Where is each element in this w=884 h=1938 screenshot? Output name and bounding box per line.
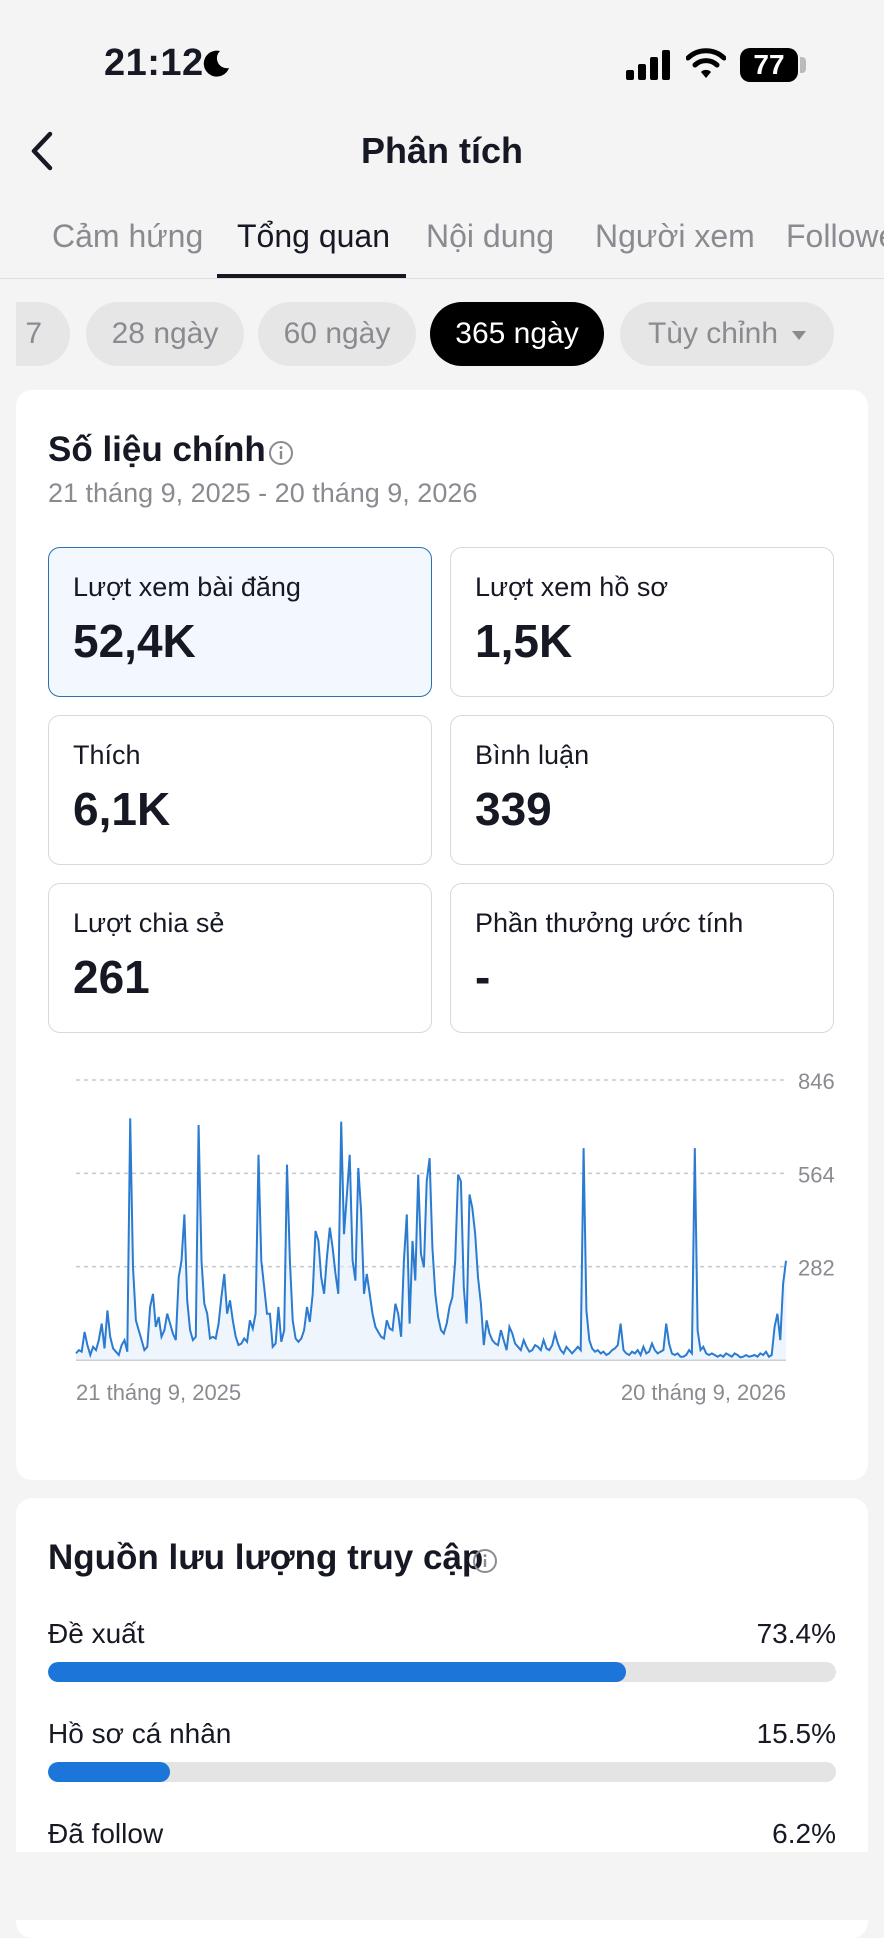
- metric-label: Lượt xem hồ sơ: [475, 572, 669, 602]
- metric-label: Lượt xem bài đăng: [73, 572, 301, 602]
- metric-label: Lượt chia sẻ: [73, 908, 225, 938]
- page-title: Phân tích: [360, 130, 524, 171]
- moon-icon: [203, 50, 229, 77]
- metric-label: Bình luận: [475, 740, 590, 770]
- progress-track: [48, 1762, 836, 1782]
- date-range: 21 tháng 9, 2025 - 20 tháng 9, 2026: [48, 478, 478, 508]
- traffic-sources-title: Nguồn lưu lượng truy cập: [48, 1538, 484, 1577]
- tab-followers[interactable]: Follower: [786, 218, 884, 254]
- chip-365-days[interactable]: 365 ngày: [430, 302, 604, 366]
- traffic-label: Đã follow: [48, 1818, 164, 1849]
- info-icon[interactable]: [472, 1548, 498, 1574]
- metric-value: 52,4K: [73, 615, 196, 667]
- chip-28-days[interactable]: 28 ngày: [86, 302, 244, 366]
- views-line-chart[interactable]: 282 564 846 21 tháng 9, 2025 20 tháng 9, 202…: [56, 1070, 856, 1430]
- y-tick-label: 564: [798, 1162, 835, 1187]
- metric-estimated-rewards[interactable]: Phần thưởng ước tính -: [450, 883, 834, 1033]
- metric-label: Thích: [73, 740, 141, 770]
- y-tick-label: 846: [798, 1070, 835, 1094]
- key-metrics-card: Số liệu chính 21 tháng 9, 2025 - 20 thán…: [16, 390, 868, 1480]
- battery-cap: [800, 57, 806, 73]
- tab-inspiration[interactable]: Cảm hứng: [52, 218, 204, 254]
- metric-value: 261: [73, 951, 150, 1003]
- metric-value: 1,5K: [475, 615, 573, 667]
- bottom-area: [0, 1852, 884, 1920]
- x-start-label: 21 tháng 9, 2025: [76, 1380, 241, 1405]
- traffic-percent: 73.4%: [756, 1618, 836, 1649]
- progress-fill: [48, 1762, 171, 1782]
- metric-value: 6,1K: [73, 783, 171, 835]
- y-tick-label: 282: [798, 1256, 835, 1281]
- x-end-label: 20 tháng 9, 2026: [621, 1380, 786, 1405]
- metric-value: -: [475, 951, 491, 1003]
- chip-60-days[interactable]: 60 ngày: [258, 302, 416, 366]
- metric-profile-views[interactable]: Lượt xem hồ sơ 1,5K: [450, 547, 834, 697]
- dropdown-caret-icon: [792, 330, 807, 340]
- metric-value: 339: [475, 783, 552, 835]
- series-area: [76, 1118, 786, 1360]
- traffic-label: Đề xuất: [48, 1618, 145, 1649]
- metric-comments[interactable]: Bình luận 339: [450, 715, 834, 865]
- tab-viewers[interactable]: Người xem: [595, 218, 755, 254]
- back-arrow-icon[interactable]: [26, 126, 62, 176]
- tab-content[interactable]: Nội dung: [426, 218, 555, 254]
- metric-post-views[interactable]: Lượt xem bài đăng 52,4K: [48, 547, 432, 697]
- progress-track: [48, 1662, 836, 1682]
- key-metrics-title: Số liệu chính: [48, 430, 266, 469]
- metric-likes[interactable]: Thích 6,1K: [48, 715, 432, 865]
- wifi-icon: [686, 48, 726, 78]
- battery-icon: 77: [740, 48, 798, 82]
- period-selector: 7 ngày 28 ngày 60 ngày 365 ngày Tùy chỉn…: [16, 300, 884, 370]
- chip-7-days[interactable]: 7 ngày: [16, 302, 70, 366]
- status-bar: 21:12 77: [0, 0, 884, 110]
- traffic-percent: 6.2%: [772, 1818, 836, 1849]
- series-line: [75, 1118, 787, 1359]
- info-icon[interactable]: [268, 440, 294, 466]
- tab-overview[interactable]: Tổng quan: [237, 218, 391, 254]
- status-time: 21:12: [104, 42, 204, 84]
- tab-bar: Cảm hứng Tổng quan Nội dung Người xem Fo…: [0, 210, 884, 279]
- traffic-label: Hồ sơ cá nhân: [48, 1718, 232, 1749]
- progress-fill: [48, 1662, 627, 1682]
- metric-label: Phần thưởng ước tính: [475, 908, 744, 938]
- active-tab-indicator: [217, 274, 406, 278]
- chip-custom[interactable]: Tùy chỉnh: [620, 302, 834, 366]
- metric-shares[interactable]: Lượt chia sẻ 261: [48, 883, 432, 1033]
- chip-custom-label: Tùy chỉnh: [647, 317, 779, 350]
- cellular-signal-icon: [626, 50, 670, 80]
- traffic-percent: 15.5%: [756, 1718, 836, 1749]
